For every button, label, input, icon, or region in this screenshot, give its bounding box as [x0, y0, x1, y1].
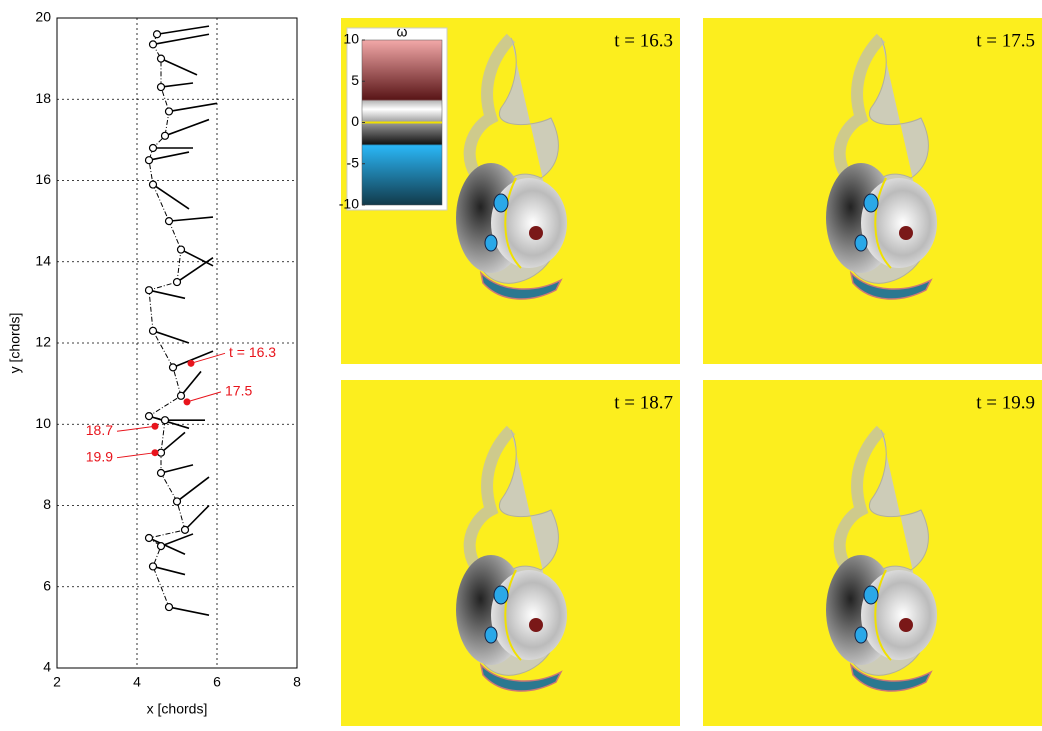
y-tick-label: 20: [35, 9, 51, 25]
x-tick-label: 2: [53, 674, 61, 690]
plate: [157, 26, 209, 34]
y-axis-label: y [chords]: [7, 313, 23, 374]
x-tick-label: 4: [133, 674, 141, 690]
plate: [169, 103, 217, 111]
plate: [153, 331, 189, 343]
plate-pivot: [146, 157, 153, 164]
annotation-arrow: [117, 426, 155, 431]
plate-pivot: [158, 449, 165, 456]
plate: [161, 534, 193, 546]
trajectory-line: [149, 34, 185, 607]
time-label: 17.5: [225, 383, 252, 399]
plate-pivot: [150, 181, 157, 188]
plate: [161, 432, 185, 452]
figure: x [chords] y [chords] t = 16.3t = 17.5t …: [0, 0, 1042, 726]
plate-pivot: [150, 563, 157, 570]
colorbar-label: ω: [397, 24, 408, 40]
x-axis-label: x [chords]: [147, 701, 208, 717]
annotation-arrow: [117, 453, 155, 458]
y-tick-label: 14: [35, 252, 51, 268]
colorbar-tick-label: 5: [351, 72, 359, 88]
plate-pivot: [158, 470, 165, 477]
plate-pivot: [146, 535, 153, 542]
plate-pivot: [150, 145, 157, 152]
plate-pivot: [162, 132, 169, 139]
panels: t = 16.3 t = 17.5 t = 18.7 t = 19.9 ω 10 5 0 -5 -…: [339, 18, 1042, 726]
plate: [169, 217, 213, 221]
plate-pivot: [178, 392, 185, 399]
plate: [153, 566, 185, 574]
plate-pivot: [166, 108, 173, 115]
plate: [181, 250, 213, 266]
x-tick-label: 6: [213, 674, 221, 690]
time-label: 18.7: [86, 422, 113, 438]
plate: [149, 290, 185, 298]
y-tick-label: 4: [43, 659, 51, 675]
plate-pivot: [170, 364, 177, 371]
plate-pivot: [166, 604, 173, 611]
plate-pivot: [154, 31, 161, 38]
plate-pivot: [178, 246, 185, 253]
plate: [177, 258, 213, 282]
plate: [149, 152, 189, 160]
plate: [161, 465, 193, 473]
plate: [149, 538, 185, 554]
x-tick-label: 8: [293, 674, 301, 690]
colorbar-tick-label: 0: [351, 113, 359, 129]
colorbar-tick-label: -5: [347, 154, 360, 170]
y-tick-label: 18: [35, 90, 51, 106]
plate: [169, 607, 209, 615]
plate-pivot: [146, 413, 153, 420]
annotation-arrow: [187, 392, 221, 402]
plate: [185, 506, 209, 530]
colorbar-tick-label: -10: [339, 196, 359, 212]
plate: [161, 59, 197, 75]
plate-pivot: [146, 287, 153, 294]
plate-pivot: [182, 526, 189, 533]
panel-title: t = 18.7: [614, 392, 673, 413]
plate-pivot: [150, 327, 157, 334]
plate-pivot: [158, 55, 165, 62]
plate: [153, 34, 209, 44]
panel-title: t = 19.9: [976, 392, 1035, 413]
page: {"chart_data": [ {"type": "trajectory", …: [0, 0, 1042, 731]
plate: [165, 120, 209, 136]
y-tick-label: 12: [35, 334, 51, 350]
panel-title: t = 16.3: [614, 30, 673, 51]
time-label: 19.9: [86, 448, 113, 464]
plate-pivot: [162, 417, 169, 424]
plate-pivot: [174, 279, 181, 286]
panel-title: t = 17.5: [976, 30, 1035, 51]
colorbar-tick-label: 10: [343, 31, 359, 47]
plate-pivot: [174, 498, 181, 505]
plate-pivot: [158, 84, 165, 91]
plate: [181, 371, 201, 395]
plate: [161, 83, 193, 87]
time-label: t = 16.3: [229, 344, 276, 360]
y-tick-label: 10: [35, 415, 51, 431]
y-tick-label: 16: [35, 171, 51, 187]
plate: [177, 477, 209, 501]
plate-pivot: [166, 218, 173, 225]
y-tick-label: 6: [43, 577, 51, 593]
y-tick-label: 8: [43, 496, 51, 512]
plate-pivot: [150, 41, 157, 48]
plate-pivot: [158, 543, 165, 550]
